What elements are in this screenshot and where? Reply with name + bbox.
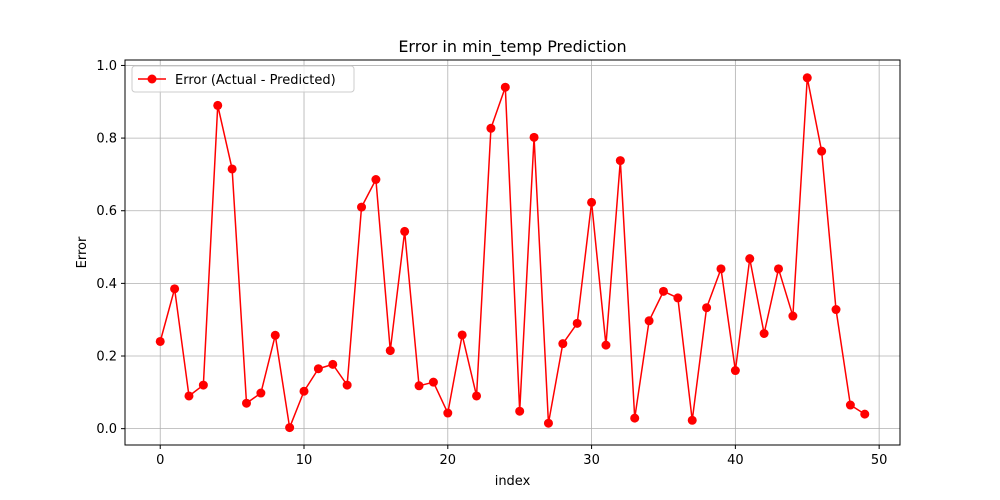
data-point <box>658 286 668 296</box>
data-point <box>357 202 367 212</box>
data-point <box>759 329 769 338</box>
y-tick-label: 0.6 <box>96 204 117 219</box>
data-point <box>745 254 755 264</box>
y-axis-label: Error <box>75 236 90 268</box>
data-point <box>443 408 453 418</box>
data-point <box>515 406 525 416</box>
x-tick-label: 10 <box>296 453 313 468</box>
x-axis-ticks: 0 10 20 30 40 50 <box>156 445 887 468</box>
plot-frame <box>124 59 901 446</box>
data-point <box>472 391 482 401</box>
x-tick-label: 20 <box>440 453 457 468</box>
data-point <box>716 264 726 274</box>
data-point <box>673 293 683 303</box>
data-point <box>227 164 237 174</box>
x-tick-label: 0 <box>156 453 164 468</box>
data-point <box>270 330 280 340</box>
legend: Error (Actual - Predicted) <box>131 65 355 93</box>
data-point <box>242 398 251 408</box>
data-point <box>615 156 625 166</box>
x-tick-label: 30 <box>583 453 600 468</box>
data-point <box>184 391 194 401</box>
data-point <box>529 132 539 142</box>
data-point <box>155 336 165 346</box>
data-point <box>500 82 510 92</box>
y-axis-ticks: 0.0 0.2 0.4 0.6 0.8 1.0 <box>96 59 125 437</box>
data-point <box>774 264 783 274</box>
series-line <box>159 77 866 429</box>
data-point <box>558 339 568 349</box>
y-tick-label: 0.8 <box>96 132 117 147</box>
data-point <box>845 400 855 410</box>
data-point <box>601 340 611 350</box>
legend-marker <box>147 74 157 84</box>
legend-box <box>131 65 355 93</box>
data-point <box>788 311 798 321</box>
x-axis-label: index <box>495 474 531 489</box>
y-tick-label: 0.0 <box>96 422 117 437</box>
data-point <box>543 418 553 428</box>
data-point <box>572 318 582 328</box>
data-point <box>687 415 697 425</box>
data-point <box>860 409 870 419</box>
data-point <box>385 346 395 356</box>
data-point <box>587 197 597 207</box>
data-point <box>213 100 223 110</box>
y-tick-label: 0.4 <box>96 277 117 292</box>
data-point <box>400 226 410 236</box>
data-point <box>414 381 424 391</box>
data-point <box>730 366 740 376</box>
data-point <box>702 303 712 313</box>
data-point <box>299 386 309 396</box>
data-point <box>817 146 827 156</box>
data-point <box>328 359 338 369</box>
data-point <box>342 380 352 390</box>
data-point <box>371 175 381 184</box>
y-tick-label: 1.0 <box>96 59 117 74</box>
grid-lines <box>125 60 900 445</box>
data-point <box>644 316 654 326</box>
data-point <box>831 305 841 315</box>
data-point <box>428 377 438 387</box>
data-point <box>457 330 467 340</box>
data-point <box>802 73 812 83</box>
x-tick-label: 50 <box>871 453 888 468</box>
chart-title: Error in min_temp Prediction <box>398 37 626 57</box>
series-layer <box>155 73 870 433</box>
data-point <box>285 423 295 433</box>
data-point <box>486 123 496 133</box>
data-point <box>198 380 208 390</box>
data-point <box>630 413 640 423</box>
y-tick-label: 0.2 <box>96 350 117 365</box>
x-tick-label: 40 <box>727 453 744 468</box>
legend-label: Error (Actual - Predicted) <box>175 73 336 88</box>
data-point <box>256 388 266 398</box>
data-point <box>313 364 323 374</box>
data-point <box>170 284 180 294</box>
